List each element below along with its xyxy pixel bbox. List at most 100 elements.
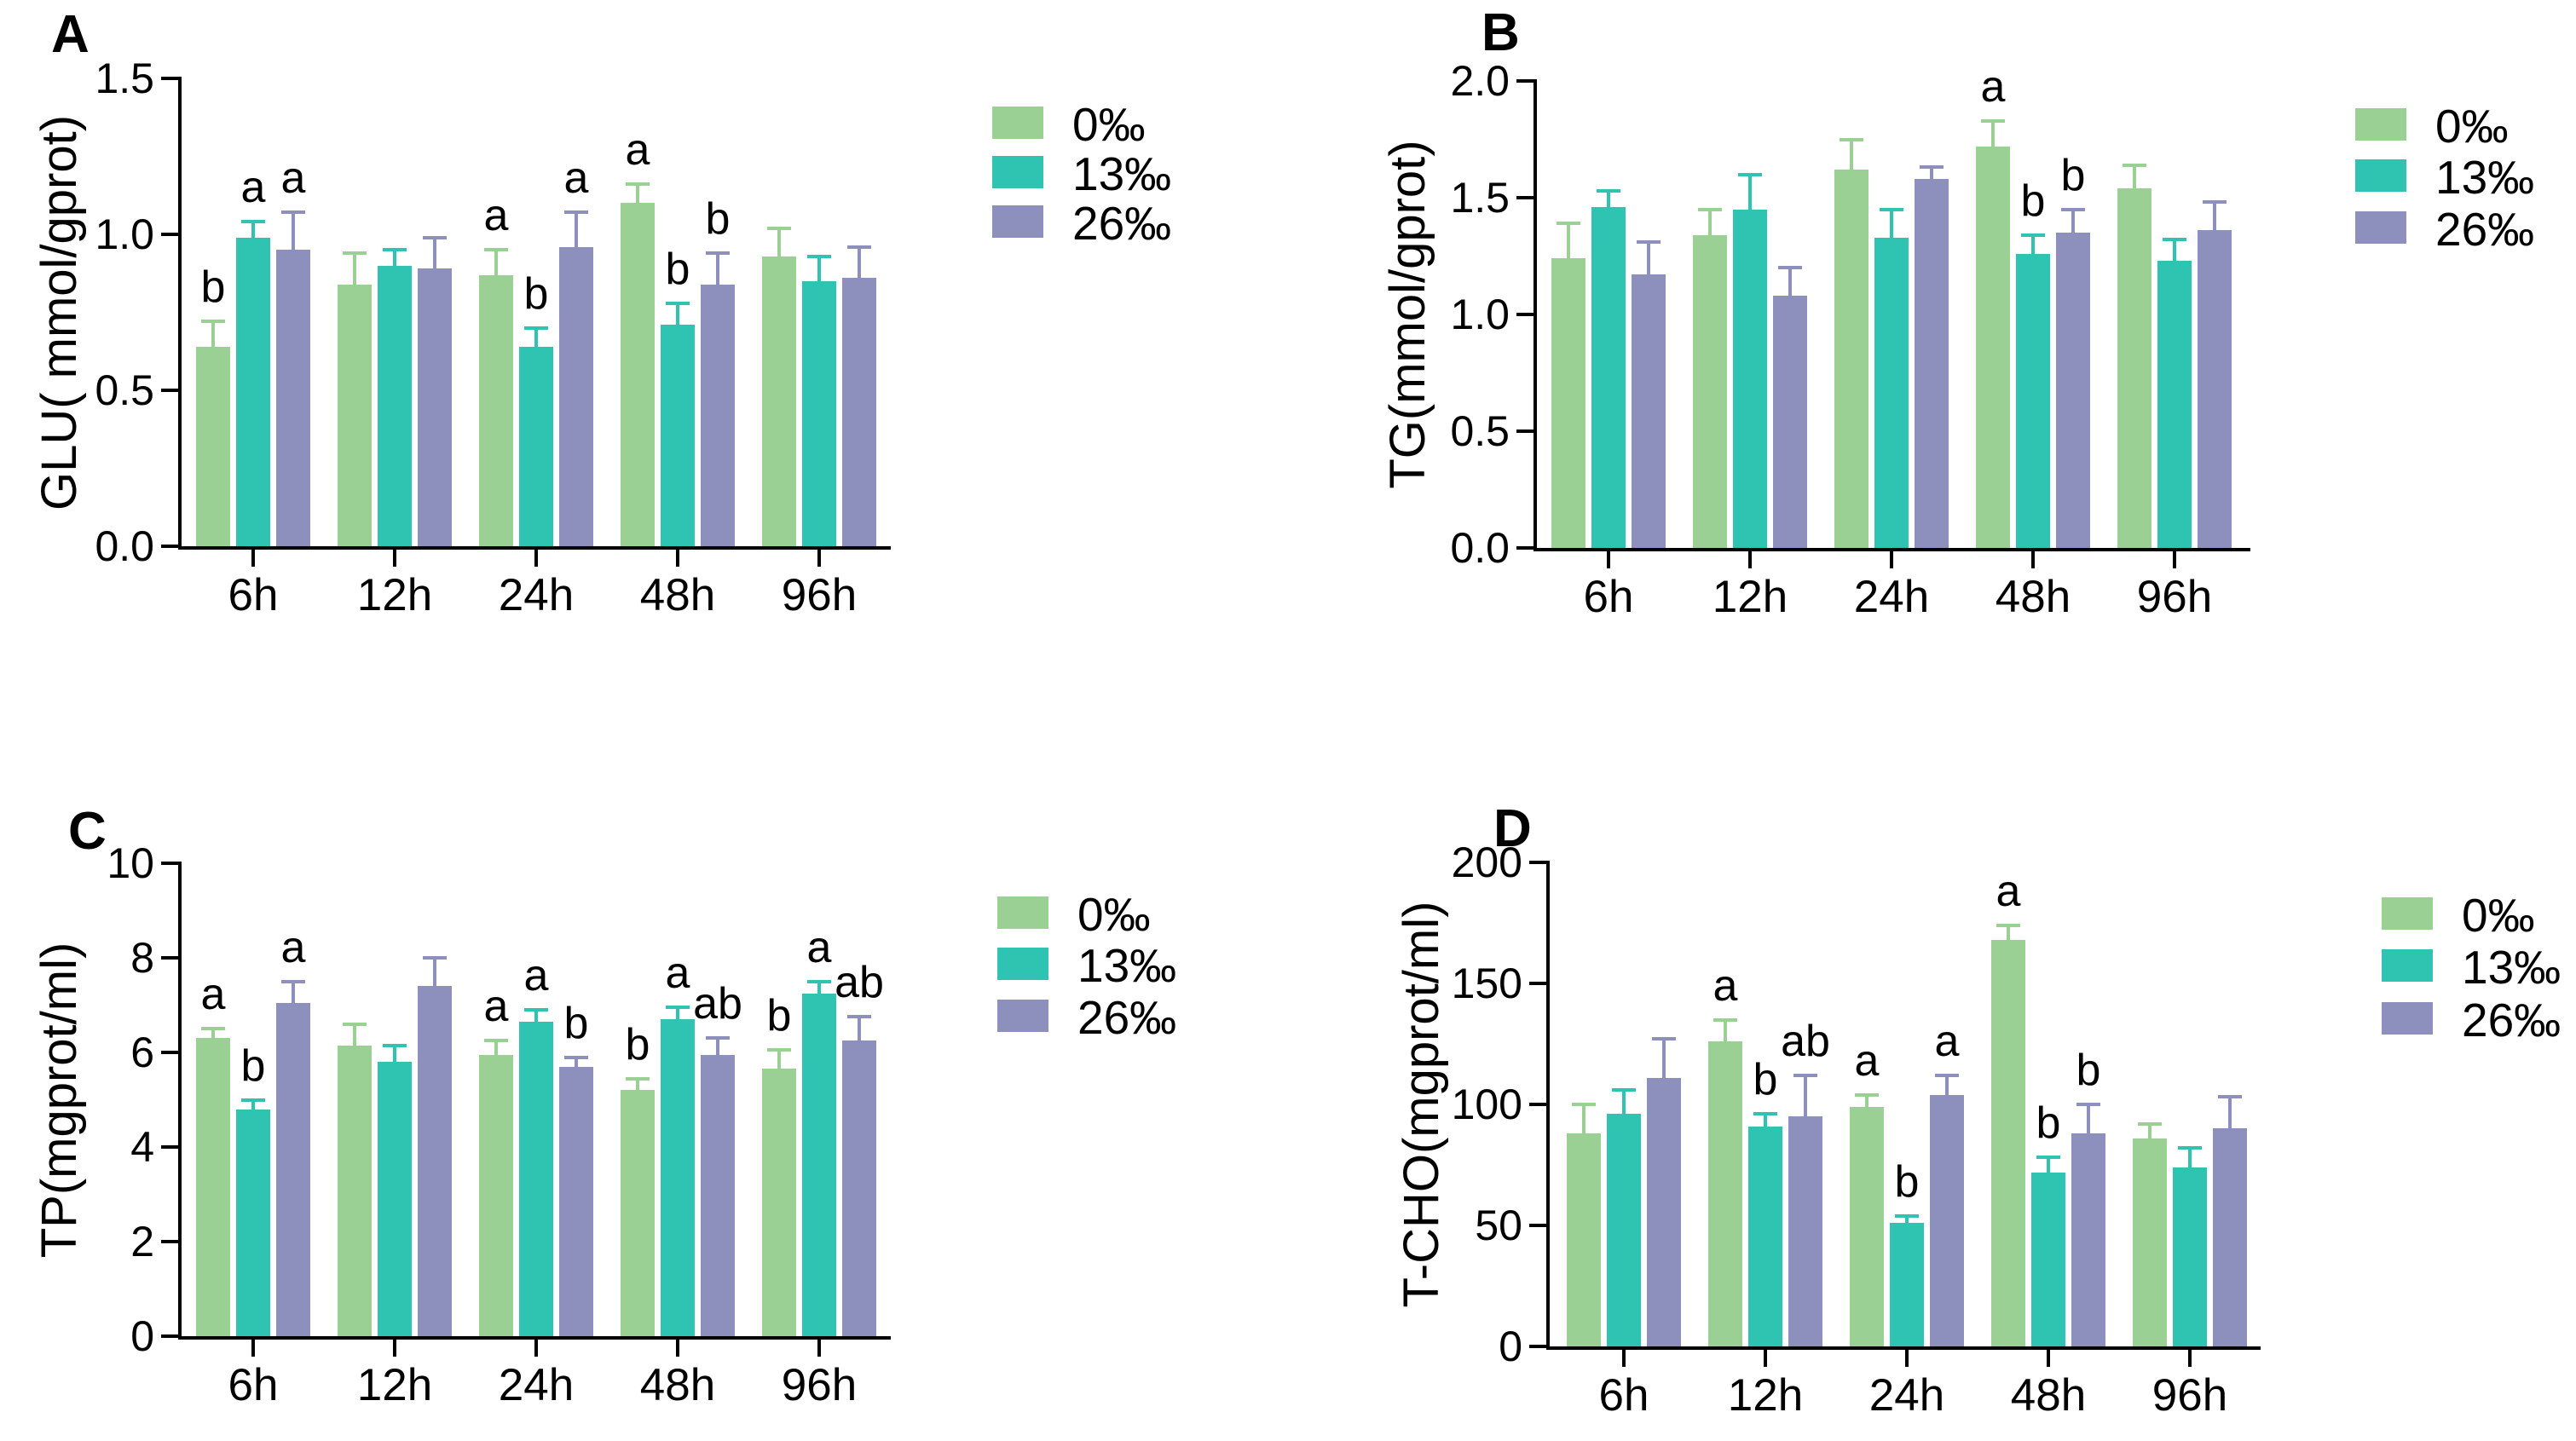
bar-26‰-96h	[2198, 230, 2232, 548]
bar-26‰-6h	[1647, 1077, 1681, 1346]
legend-swatch-13‰	[992, 156, 1043, 188]
error-bar-cap	[1895, 1213, 1919, 1218]
bar-26‰-96h	[842, 278, 876, 546]
significance-letter: a	[625, 125, 650, 176]
x-category-label: 48h	[639, 570, 716, 620]
error-bar-line	[1647, 242, 1650, 275]
error-bar-line	[777, 228, 781, 256]
x-category-label: 24h	[1868, 1370, 1945, 1421]
error-bar-cap	[1920, 165, 1944, 170]
y-tick	[1516, 546, 1533, 550]
error-bar-line	[2228, 1097, 2232, 1129]
x-axis-line	[178, 546, 891, 550]
error-bar-line	[1567, 223, 1570, 259]
bar-13‰-12h	[378, 265, 412, 546]
error-bar-line	[292, 212, 295, 251]
bar-26‰-12h	[418, 986, 452, 1336]
bar-26‰-96h	[2213, 1128, 2247, 1346]
bar-0‰-24h	[1834, 170, 1868, 548]
bar-26‰-24h	[1930, 1094, 1964, 1346]
bar-0‰-12h	[338, 284, 372, 546]
legend-swatch-0‰	[997, 896, 1048, 929]
y-tick	[1529, 1224, 1546, 1227]
significance-letter: b	[200, 262, 226, 313]
error-bar-line	[1764, 1114, 1767, 1127]
error-bar-cap	[2178, 1146, 2202, 1150]
y-tick	[1529, 1103, 1546, 1106]
error-bar-cap	[1840, 137, 1863, 141]
significance-letter: b	[2020, 176, 2046, 226]
y-tick	[1516, 429, 1533, 433]
bar-13‰-48h	[2031, 1172, 2065, 1346]
x-tick	[1764, 1350, 1767, 1367]
bar-0‰-24h	[1850, 1106, 1884, 1346]
legend-swatch-0‰	[2355, 108, 2406, 141]
x-tick	[251, 550, 255, 567]
bar-13‰-6h	[1591, 206, 1626, 548]
error-bar-line	[636, 184, 639, 204]
y-tick	[161, 233, 178, 236]
error-bar-line	[534, 327, 538, 347]
bar-26‰-48h	[2071, 1133, 2105, 1346]
bar-13‰-12h	[1748, 1126, 1782, 1346]
error-bar-line	[1582, 1104, 1585, 1134]
bar-0‰-12h	[338, 1045, 372, 1336]
error-bar-cap	[343, 251, 367, 255]
error-bar-cap	[2138, 1121, 2162, 1126]
legend-swatch-26‰	[2382, 1002, 2433, 1035]
error-bar-cap	[201, 1027, 225, 1031]
x-tick	[1622, 1350, 1626, 1367]
x-axis-line	[1533, 548, 2250, 551]
y-tick	[161, 1240, 178, 1243]
error-bar-line	[353, 252, 356, 285]
x-tick	[1890, 551, 1893, 568]
x-category-label: 96h	[781, 1360, 858, 1410]
error-bar-line	[393, 1045, 396, 1063]
x-category-label: 96h	[2136, 572, 2213, 622]
significance-letter: b	[705, 193, 731, 244]
significance-letter: b	[665, 244, 690, 294]
x-axis-line	[1546, 1346, 2261, 1350]
bar-26‰-24h	[1915, 179, 1949, 548]
legend-label: 0‰	[2462, 889, 2535, 942]
y-tick	[161, 1145, 178, 1149]
error-bar-line	[1905, 1215, 1909, 1224]
x-category-label: 6h	[228, 570, 279, 620]
error-bar-cap	[201, 320, 225, 324]
bar-13‰-96h	[802, 993, 836, 1336]
error-bar-line	[292, 981, 295, 1003]
error-bar-line	[2007, 925, 2010, 940]
error-bar-cap	[706, 251, 730, 255]
legend-label: 26‰	[2435, 203, 2535, 256]
error-bar-line	[433, 237, 436, 269]
y-axis-line	[178, 77, 182, 550]
error-bar-line	[676, 1007, 679, 1020]
y-tick-label: 1.5	[1450, 174, 1510, 222]
significance-letter: a	[483, 191, 509, 241]
x-tick	[2031, 551, 2035, 568]
bar-26‰-48h	[2056, 233, 2090, 548]
error-bar-line	[1748, 174, 1752, 210]
error-bar-cap	[1572, 1103, 1596, 1106]
error-bar-cap	[564, 1055, 588, 1059]
error-bar-cap	[2076, 1103, 2100, 1106]
legend-swatch-0‰	[992, 107, 1043, 139]
error-bar-line	[1890, 209, 1893, 238]
bar-13‰-24h	[519, 1021, 553, 1336]
x-category-label: 96h	[781, 570, 858, 620]
error-bar-cap	[1935, 1073, 1959, 1077]
error-bar-line	[211, 1029, 215, 1039]
significance-letter: a	[1996, 866, 2021, 916]
error-bar-cap	[1981, 118, 2005, 123]
error-bar-line	[1804, 1075, 1807, 1117]
error-bar-cap	[524, 326, 548, 330]
error-bar-cap	[767, 226, 791, 230]
x-tick	[251, 1340, 255, 1357]
bar-13‰-24h	[1874, 237, 1909, 548]
error-bar-line	[575, 1057, 578, 1067]
error-bar-line	[1724, 1019, 1727, 1042]
bar-13‰-96h	[2173, 1167, 2207, 1346]
legend-label: 26‰	[1072, 197, 1172, 250]
y-tick	[161, 389, 178, 392]
bar-0‰-24h	[479, 1054, 513, 1336]
